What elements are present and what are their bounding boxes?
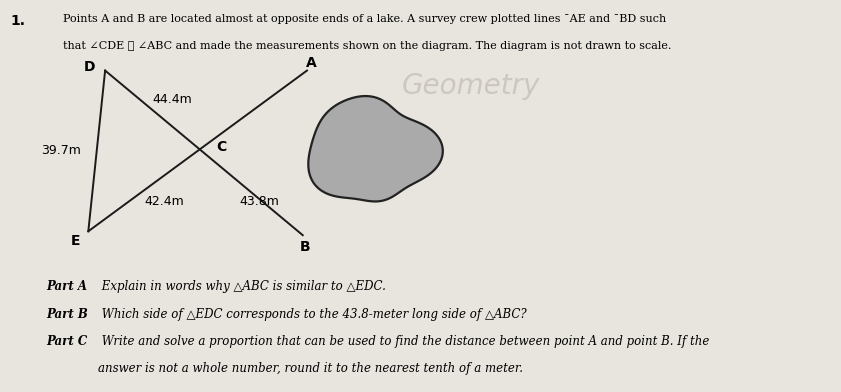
Text: E: E bbox=[71, 234, 81, 248]
Text: A: A bbox=[306, 56, 316, 70]
Text: 43.8m: 43.8m bbox=[239, 194, 279, 208]
Text: Part C: Part C bbox=[46, 335, 87, 348]
Text: that ∠CDE ≅ ∠ABC and made the measurements shown on the diagram. The diagram is : that ∠CDE ≅ ∠ABC and made the measuremen… bbox=[63, 41, 671, 51]
Text: Explain in words why △ABC is similar to △EDC.: Explain in words why △ABC is similar to … bbox=[98, 280, 386, 293]
Text: 39.7m: 39.7m bbox=[41, 144, 82, 158]
Text: answer is not a whole number, round it to the nearest tenth of a meter.: answer is not a whole number, round it t… bbox=[98, 362, 523, 375]
Polygon shape bbox=[309, 96, 443, 201]
Text: B: B bbox=[300, 240, 310, 254]
Text: 44.4m: 44.4m bbox=[152, 93, 193, 107]
Text: Geometry: Geometry bbox=[402, 72, 540, 100]
Text: 1.: 1. bbox=[10, 14, 25, 28]
Text: 42.4m: 42.4m bbox=[144, 194, 184, 208]
Text: Points A and B are located almost at opposite ends of a lake. A survey crew plot: Points A and B are located almost at opp… bbox=[63, 14, 666, 24]
Text: D: D bbox=[84, 60, 96, 74]
Text: C: C bbox=[216, 140, 226, 154]
Text: Write and solve a proportion that can be used to find the distance between point: Write and solve a proportion that can be… bbox=[98, 335, 710, 348]
Text: Which side of △EDC corresponds to the 43.8-meter long side of △ABC?: Which side of △EDC corresponds to the 43… bbox=[98, 308, 527, 321]
Text: Part B: Part B bbox=[46, 308, 88, 321]
Text: Part A: Part A bbox=[46, 280, 87, 293]
